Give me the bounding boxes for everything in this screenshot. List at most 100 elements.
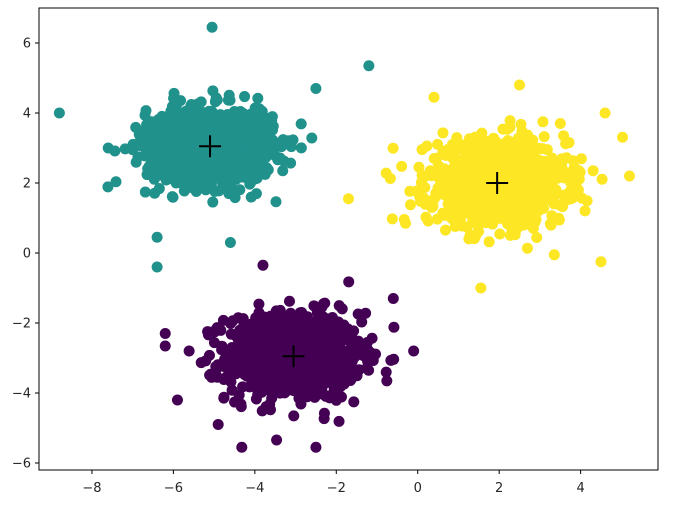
centroid-marker — [282, 345, 305, 368]
data-point — [253, 298, 265, 310]
data-point — [130, 156, 142, 168]
y-tick-label: 2 — [23, 177, 31, 192]
data-point — [537, 116, 549, 128]
data-point — [262, 112, 274, 124]
data-point — [381, 375, 393, 387]
data-point — [260, 313, 272, 325]
data-point — [516, 125, 528, 137]
data-point — [278, 155, 290, 167]
data-point — [508, 147, 520, 159]
y-tick-label: 4 — [23, 107, 31, 122]
data-point — [53, 107, 65, 119]
data-point — [245, 331, 257, 343]
data-point — [193, 170, 205, 182]
data-point — [579, 205, 591, 217]
data-point — [257, 259, 269, 271]
data-point — [168, 87, 180, 99]
series-0 — [159, 259, 420, 453]
data-point — [206, 21, 218, 33]
data-point — [206, 371, 218, 383]
data-point — [209, 185, 221, 197]
data-point — [281, 325, 293, 337]
data-point — [258, 368, 270, 380]
data-point — [455, 161, 467, 173]
data-point — [328, 353, 340, 365]
data-point — [292, 387, 304, 399]
data-point — [212, 419, 224, 430]
data-point — [413, 161, 425, 173]
data-point — [151, 231, 163, 243]
data-point — [190, 133, 202, 145]
data-point — [166, 191, 178, 203]
data-point — [267, 134, 279, 146]
data-point — [244, 178, 256, 190]
y-axis: −6 −4 −2 0 2 4 6 — [12, 37, 39, 472]
data-point — [218, 373, 230, 385]
data-point — [504, 115, 516, 127]
data-point — [521, 242, 533, 254]
data-point — [310, 83, 322, 94]
data-point — [360, 307, 372, 319]
data-point — [475, 282, 487, 294]
data-point — [209, 326, 221, 338]
data-point — [519, 137, 531, 149]
data-point — [587, 165, 599, 177]
data-point — [576, 192, 588, 204]
data-point — [232, 360, 244, 372]
data-point — [240, 132, 252, 144]
data-point — [234, 324, 246, 336]
data-point — [214, 125, 226, 137]
data-point — [446, 213, 458, 225]
data-point — [310, 441, 322, 453]
data-point — [336, 303, 348, 315]
data-point — [271, 434, 283, 446]
data-point — [308, 375, 320, 387]
points-layer — [53, 21, 635, 453]
data-point — [245, 108, 257, 120]
data-point — [404, 185, 416, 197]
data-point — [331, 341, 343, 353]
data-point — [171, 394, 183, 406]
data-point — [270, 196, 282, 208]
data-point — [318, 350, 330, 362]
data-point — [511, 163, 523, 175]
data-point — [143, 160, 155, 172]
data-point — [284, 314, 296, 326]
data-point — [210, 134, 222, 146]
data-point — [306, 132, 318, 144]
data-point — [139, 186, 151, 198]
data-point — [296, 316, 308, 328]
data-point — [346, 335, 358, 347]
data-point — [262, 378, 274, 390]
data-point — [623, 170, 635, 182]
data-point — [318, 407, 330, 419]
data-point — [349, 350, 361, 362]
data-point — [153, 183, 165, 195]
data-point — [442, 144, 454, 156]
data-point — [484, 180, 496, 192]
data-point — [348, 396, 360, 408]
y-tick-label: 6 — [23, 37, 31, 52]
data-point — [421, 140, 433, 152]
data-point — [233, 106, 245, 118]
data-point — [387, 142, 399, 154]
x-tick-label: −4 — [245, 481, 264, 496]
data-point — [527, 141, 539, 153]
data-point — [255, 130, 267, 142]
data-point — [546, 210, 558, 222]
data-point — [599, 107, 611, 119]
data-point — [616, 131, 628, 143]
x-tick-label: −8 — [82, 481, 101, 496]
data-point — [224, 237, 236, 248]
data-point — [256, 405, 268, 417]
data-point — [245, 373, 257, 385]
data-point — [163, 156, 175, 168]
data-point — [160, 136, 172, 148]
data-point — [174, 157, 186, 169]
data-point — [228, 156, 240, 168]
data-point — [497, 173, 509, 185]
data-point — [271, 312, 283, 324]
data-point — [326, 368, 338, 380]
